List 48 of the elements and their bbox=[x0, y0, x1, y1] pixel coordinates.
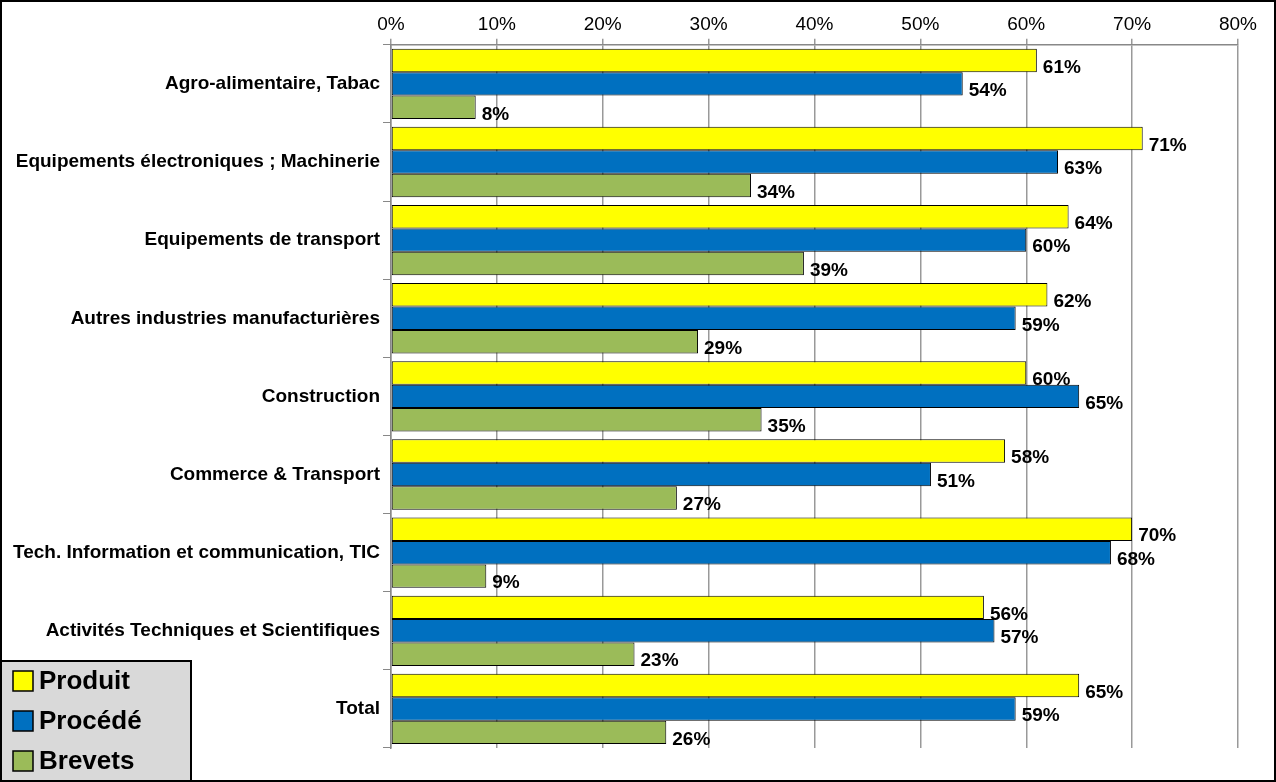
data-label: 65% bbox=[1085, 391, 1124, 413]
x-tick-label: 20% bbox=[583, 12, 622, 34]
data-label: 60% bbox=[1032, 235, 1071, 257]
y-tick-label: Equipements électroniques ; Machinerie bbox=[15, 150, 380, 172]
y-tick-label: Equipements de transport bbox=[144, 228, 381, 250]
x-tick-label: 0% bbox=[377, 12, 405, 34]
data-label: 57% bbox=[1000, 626, 1039, 648]
data-label: 56% bbox=[989, 602, 1029, 624]
legend-label: Procédé bbox=[39, 705, 142, 736]
data-label: 71% bbox=[1148, 133, 1187, 155]
y-tick-label: Agro-alimentaire, Tabac bbox=[164, 72, 381, 94]
data-label: 26% bbox=[672, 727, 711, 749]
data-label: 27% bbox=[682, 493, 721, 515]
y-tick-label: Commerce & Transport bbox=[169, 462, 381, 484]
y-tick-label: Activités Techniques et Scientifiques bbox=[45, 619, 380, 641]
data-label: 51% bbox=[936, 469, 976, 491]
data-label: 59% bbox=[1021, 313, 1060, 335]
data-label: 59% bbox=[1021, 704, 1060, 726]
data-label: 65% bbox=[1085, 680, 1124, 702]
data-label: 70% bbox=[1138, 524, 1177, 546]
data-label: 35% bbox=[767, 415, 806, 437]
x-tick-label: 60% bbox=[1007, 12, 1046, 34]
y-tick-label: Tech. Information et communication, TIC bbox=[12, 540, 381, 562]
data-label: 23% bbox=[640, 649, 679, 671]
y-tick-label: Construction bbox=[261, 384, 380, 406]
data-label: 62% bbox=[1053, 290, 1092, 312]
data-label: 9% bbox=[492, 571, 520, 593]
x-tick-label: 50% bbox=[901, 12, 940, 34]
x-tick-label: 80% bbox=[1218, 12, 1258, 34]
data-label: 8% bbox=[481, 102, 510, 124]
data-label: 54% bbox=[968, 79, 1007, 101]
data-label: 63% bbox=[1064, 157, 1103, 179]
data-label: 34% bbox=[756, 180, 796, 202]
y-tick-label: Total bbox=[336, 697, 380, 719]
data-label: 39% bbox=[809, 258, 849, 280]
legend-label: Produit bbox=[39, 665, 131, 696]
x-tick-label: 70% bbox=[1113, 12, 1152, 34]
y-tick-label: Autres industries manufacturières bbox=[70, 306, 380, 328]
data-label: 68% bbox=[1116, 547, 1156, 569]
data-label: 60% bbox=[1032, 368, 1071, 390]
legend-label: Brevets bbox=[39, 745, 135, 776]
data-label: 58% bbox=[1011, 446, 1050, 468]
x-tick-label: 30% bbox=[689, 12, 728, 34]
data-label: 61% bbox=[1042, 55, 1081, 77]
x-tick-label: 40% bbox=[795, 12, 834, 34]
x-tick-label: 10% bbox=[477, 12, 516, 34]
data-label: 64% bbox=[1074, 211, 1113, 233]
data-label: 29% bbox=[704, 336, 743, 358]
